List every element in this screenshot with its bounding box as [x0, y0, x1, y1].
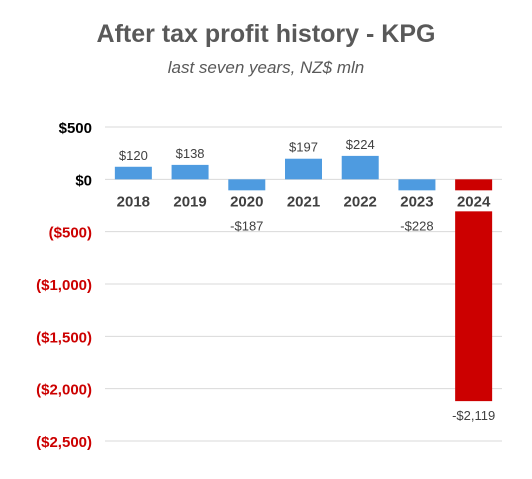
y-tick-label: ($1,000) [36, 277, 92, 294]
category-label-background [170, 190, 211, 212]
chart-subtitle: last seven years, NZ$ mln [167, 58, 365, 77]
y-tick-label: $500 [59, 120, 92, 137]
x-tick-label: 2023 [400, 193, 433, 210]
category-label-background [283, 190, 324, 212]
y-tick-label: ($500) [49, 225, 92, 242]
bar [285, 158, 322, 180]
data-label: $224 [346, 137, 375, 152]
data-label: -$228 [400, 218, 433, 233]
bar [171, 164, 209, 180]
data-label: -$187 [230, 218, 263, 233]
data-label: -$2,119 [452, 408, 495, 423]
y-tick-label: ($1,500) [36, 329, 92, 346]
x-tick-label: 2018 [117, 193, 150, 210]
bar [114, 166, 152, 180]
category-label-background [113, 190, 154, 212]
data-label: $120 [119, 148, 148, 163]
category-label-background [396, 190, 437, 212]
x-tick-label: 2021 [287, 193, 320, 210]
data-label: $138 [176, 146, 205, 161]
x-tick-label: 2022 [344, 193, 377, 210]
y-tick-label: ($2,500) [36, 434, 92, 451]
x-tick-label: 2020 [230, 193, 263, 210]
y-tick-label: ($2,000) [36, 382, 92, 399]
category-label-background [340, 190, 381, 212]
x-tick-label: 2024 [457, 193, 491, 210]
y-tick-label: $0 [75, 172, 92, 189]
category-label-background [226, 190, 267, 212]
bar [455, 179, 493, 402]
x-tick-label: 2019 [173, 193, 206, 210]
bar [341, 155, 379, 180]
data-label: $197 [289, 140, 318, 155]
chart-title: After tax profit history - KPG [96, 20, 436, 48]
category-label-background [453, 190, 494, 212]
